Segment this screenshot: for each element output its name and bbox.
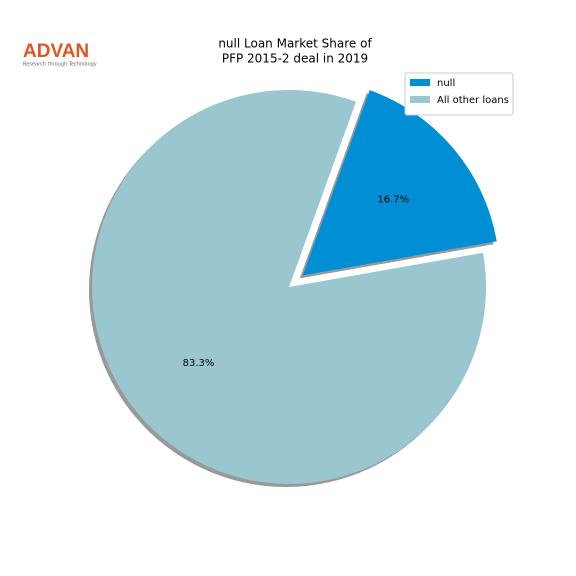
chart-title: null Loan Market Share of bbox=[218, 37, 372, 51]
legend-label: null bbox=[437, 78, 455, 89]
logo-tagline: Research through Technology bbox=[23, 62, 97, 68]
value-label: 16.7% bbox=[377, 194, 409, 205]
logo-name: ADVAN bbox=[23, 41, 89, 62]
legend-swatch bbox=[410, 79, 430, 86]
legend-label: All other loans bbox=[437, 95, 509, 106]
value-label: 83.3% bbox=[183, 358, 215, 369]
chart-title: PFP 2015-2 deal in 2019 bbox=[222, 52, 368, 66]
legend-swatch bbox=[410, 96, 430, 103]
